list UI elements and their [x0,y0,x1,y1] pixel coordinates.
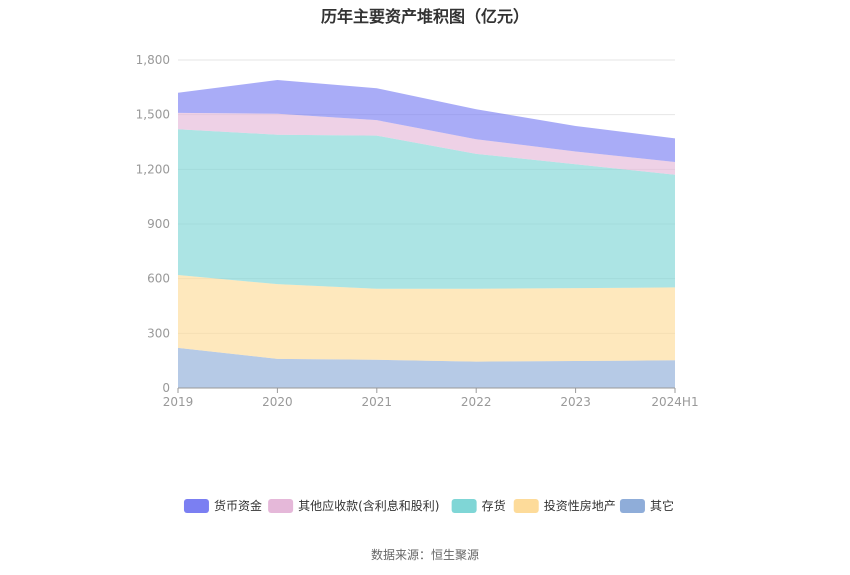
legend-item: 存货 [451,498,506,513]
area-其它 [178,347,675,388]
legend-label: 货币资金 [214,498,262,513]
area-其他应收款(含利息和股利) [178,112,675,175]
x-tick-label: 2023 [560,395,591,409]
legend-item: 其它 [619,498,674,513]
y-tick-label: 900 [147,217,170,231]
area-series [178,80,675,388]
y-tick-label: 1,200 [136,162,170,176]
legend-label: 存货 [482,498,506,513]
area-货币资金 [178,80,675,163]
legend-item: 投资性房地产 [513,498,616,513]
legend-label: 其它 [650,498,674,513]
x-tick-label: 2021 [362,395,393,409]
legend-swatch [268,499,294,513]
legend-swatch [513,499,539,513]
area-存货 [178,129,675,289]
legend: 货币资金 其他应收款(含利息和股利) 存货 投资性房地产 其它 [183,498,674,513]
axes: 0 300 600 900 1,200 1,500 1,800 2019 2020 2021 202… [136,53,699,409]
legend-label: 其他应收款(含利息和股利) [298,498,439,513]
x-tick-label: 2019 [163,395,194,409]
legend-label: 投资性房地产 [544,498,616,513]
area-投资性房地产 [178,275,675,362]
y-tick-label: 600 [147,272,170,286]
y-tick-label: 1,800 [136,53,170,67]
y-tick-label: 300 [147,326,170,340]
legend-swatch [183,499,209,513]
y-tick-label: 0 [162,381,170,395]
legend-swatch [619,499,645,513]
x-tick-label: 2024H1 [651,395,698,409]
y-tick-label: 1,500 [136,108,170,122]
x-tick-label: 2020 [262,395,293,409]
legend-item: 货币资金 [183,498,262,513]
x-tick-label: 2022 [461,395,492,409]
legend-item: 其他应收款(含利息和股利) [268,498,439,513]
data-source-note: 数据来源：恒生聚源 [370,548,479,562]
legend-swatch [451,499,477,513]
chart-title: 历年主要资产堆积图（亿元） [320,7,529,26]
